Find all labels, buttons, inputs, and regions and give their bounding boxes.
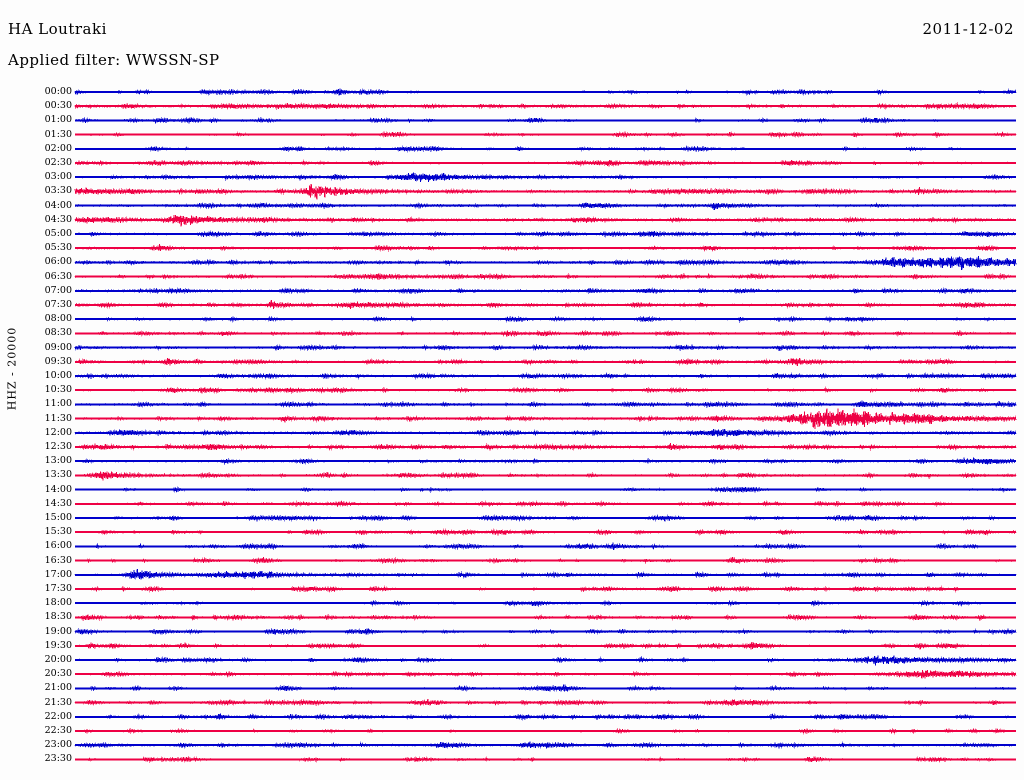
time-tick-label: 18:00	[44, 597, 72, 609]
record-date: 2011-12-02	[922, 20, 1014, 38]
time-tick-label: 23:00	[44, 739, 72, 751]
time-tick-label: 13:30	[44, 469, 72, 481]
time-tick-label: 00:00	[44, 86, 72, 97]
time-tick-label: 21:00	[44, 682, 72, 694]
time-tick-label: 10:30	[44, 384, 72, 396]
time-tick-label: 22:00	[44, 710, 72, 722]
time-tick-label: 05:00	[44, 228, 72, 239]
time-tick-label: 15:00	[44, 512, 72, 523]
time-tick-label: 11:00	[44, 398, 72, 410]
time-tick-label: 08:00	[44, 313, 72, 325]
time-tick-label: 10:00	[44, 370, 72, 381]
time-tick-label: 03:30	[44, 185, 72, 197]
time-tick-label: 12:00	[44, 426, 72, 438]
time-tick-label: 04:00	[44, 199, 72, 211]
time-tick-label: 02:00	[44, 142, 72, 154]
time-tick-label: 03:00	[44, 171, 72, 183]
time-tick-label: 16:00	[44, 540, 72, 552]
time-tick-label: 01:00	[44, 114, 72, 126]
time-tick-label: 12:30	[44, 441, 72, 452]
time-tick-label: 07:30	[44, 299, 72, 310]
station-title: HA Loutraki	[8, 20, 107, 38]
time-tick-label: 11:30	[44, 412, 72, 424]
time-tick-label: 01:30	[44, 128, 72, 140]
time-tick-label: 20:00	[44, 654, 72, 665]
time-tick-label: 08:30	[44, 327, 72, 339]
time-tick-label: 17:30	[44, 583, 72, 594]
time-tick-label: 23:30	[44, 753, 72, 765]
applied-filter-label: Applied filter: WWSSN-SP	[8, 51, 220, 69]
time-tick-label: 19:30	[44, 639, 72, 651]
time-tick-label: 20:30	[44, 668, 72, 680]
time-tick-label: 06:30	[44, 270, 72, 282]
time-tick-label: 18:30	[44, 611, 72, 623]
time-tick-label: 09:00	[44, 341, 72, 353]
time-tick-label: 04:30	[44, 213, 72, 225]
time-tick-label: 19:00	[44, 625, 72, 637]
time-tick-label: 05:30	[44, 242, 72, 254]
time-tick-label: 09:30	[44, 355, 72, 367]
time-tick-label: 16:30	[44, 554, 72, 566]
time-axis-labels: 00:00 00:30 01:00 01:30 02:00 02:30 03:00 03:30…	[0, 78, 72, 778]
time-tick-label: 21:30	[44, 696, 72, 708]
time-tick-label: 15:30	[44, 526, 72, 538]
time-tick-label: 00:30	[44, 100, 72, 112]
time-tick-label: 22:30	[44, 725, 72, 736]
time-tick-label: 17:00	[44, 568, 72, 580]
time-tick-label: 07:00	[44, 284, 72, 296]
time-tick-label: 06:00	[44, 256, 72, 268]
time-tick-label: 14:30	[44, 497, 72, 509]
time-tick-label: 14:00	[44, 483, 72, 495]
seismogram-plot	[74, 88, 1017, 763]
time-tick-label: 13:00	[44, 455, 72, 467]
time-tick-label: 02:30	[44, 157, 72, 168]
